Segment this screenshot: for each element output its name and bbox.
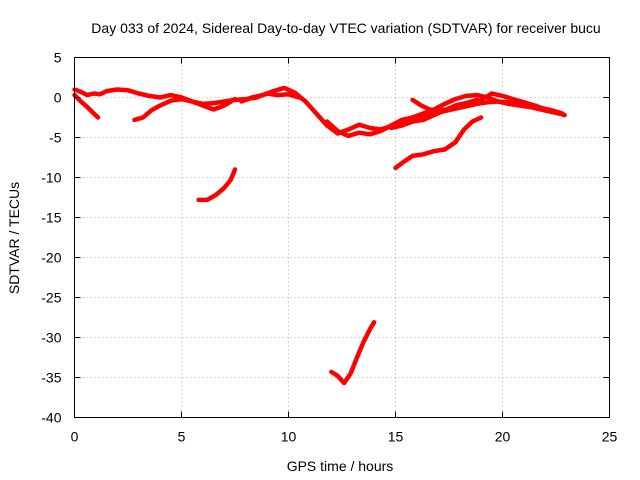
x-tick-label: 20 [495,429,511,445]
y-tick-label: -35 [41,370,61,386]
y-tick-label: 0 [54,90,62,106]
y-tick-label: -10 [41,170,61,186]
x-axis-label: GPS time / hours [287,458,394,474]
y-tick-label: -30 [41,330,61,346]
chart-title: Day 033 of 2024, Sidereal Day-to-day VTE… [91,20,600,36]
series-line-arc-2 [72,92,101,120]
y-axis-label: SDTVAR / TECUs [6,182,22,294]
axis-ticks: 0 5 10 15 20 25 5 0 -5 -10 -15 -20 -25 -30 -35 -40 [41,50,617,445]
x-tick-label: 25 [602,429,618,445]
y-tick-label: -40 [41,410,61,426]
y-tick-label: -15 [41,210,61,226]
y-tick-label: -25 [41,290,61,306]
data-series [72,85,567,386]
series-line-arc-7 [388,97,480,131]
plot-frame [74,57,610,418]
grid-lines [74,57,610,418]
x-tick-label: 5 [178,429,186,445]
x-tick-label: 0 [71,429,79,445]
x-tick-label: 15 [388,429,404,445]
series-line-arc-9 [196,167,238,203]
y-tick-label: 5 [54,50,62,66]
y-tick-label: -20 [41,250,61,266]
series-line-arc-8 [393,115,484,171]
series-line-arc-3 [132,96,238,123]
x-tick-label: 10 [281,429,297,445]
y-tick-label: -5 [49,130,62,146]
series-line-arc-6 [410,91,567,118]
series-line-arc-10 [329,320,377,386]
